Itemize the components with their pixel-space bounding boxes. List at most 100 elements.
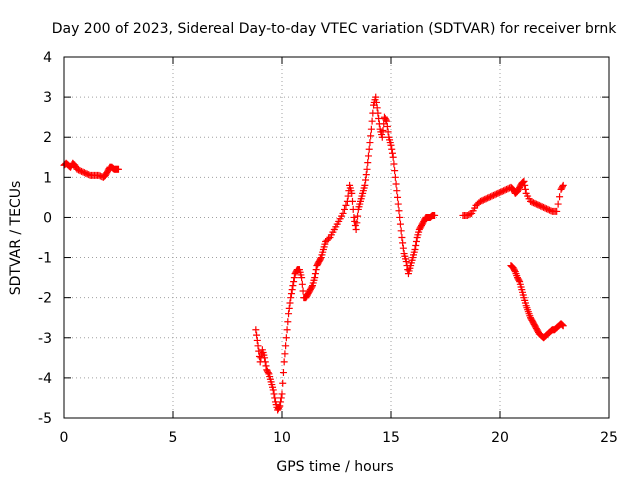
data-point	[277, 398, 285, 406]
x-tick-label: 5	[169, 430, 178, 446]
y-tick-label: 4	[43, 50, 52, 66]
data-point	[253, 336, 261, 344]
y-tick-label: -2	[38, 291, 52, 307]
y-tick-label: -4	[38, 371, 52, 387]
data-point	[412, 238, 420, 246]
data-point	[290, 274, 298, 282]
data-point	[289, 282, 297, 290]
grid	[64, 57, 609, 418]
data-point	[559, 322, 567, 330]
data-point	[115, 165, 122, 173]
data-point	[391, 167, 399, 175]
data-point	[277, 394, 285, 402]
data-point	[388, 149, 396, 157]
data-point	[556, 193, 564, 201]
data-point	[298, 274, 306, 282]
data-point	[364, 152, 372, 160]
data-point	[364, 159, 372, 167]
data-point	[384, 128, 392, 136]
data-point	[342, 201, 350, 209]
y-tick-label: -5	[38, 411, 52, 427]
data-point	[372, 93, 380, 101]
data-point	[383, 123, 391, 131]
data-point	[398, 234, 406, 241]
data-point	[290, 278, 298, 286]
chart-title: Day 200 of 2023, Sidereal Day-to-day VTE…	[52, 21, 617, 37]
data-point	[354, 212, 362, 220]
data-point	[515, 276, 523, 284]
data-point	[520, 177, 528, 185]
data-point	[382, 116, 390, 124]
data-point	[412, 242, 420, 250]
data-point	[340, 205, 348, 213]
data-point	[312, 266, 320, 274]
x-tick-label: 20	[491, 430, 509, 446]
data-point	[352, 225, 360, 233]
y-tick-label: 2	[43, 130, 52, 146]
data-point	[375, 115, 383, 123]
data-point	[325, 235, 333, 243]
data-point	[396, 220, 404, 228]
data-point	[261, 354, 269, 362]
data-point	[558, 320, 566, 328]
data-point	[348, 197, 356, 205]
data-point	[393, 187, 401, 195]
data-point	[511, 266, 519, 274]
data-point	[285, 304, 293, 312]
data-point	[287, 294, 295, 302]
plot-points	[60, 93, 567, 414]
data-point	[353, 219, 361, 227]
data-point	[261, 358, 269, 366]
plot-border	[63, 56, 610, 419]
data-point	[521, 185, 529, 193]
data-point	[396, 213, 404, 221]
data-point	[308, 283, 316, 291]
data-point	[264, 369, 272, 377]
data-point	[378, 133, 386, 141]
data-point	[317, 255, 325, 263]
data-point	[379, 127, 387, 135]
data-point	[253, 331, 261, 339]
y-tick-label: 3	[43, 90, 52, 106]
x-tick-label: 10	[273, 430, 291, 446]
data-point	[299, 287, 307, 295]
data-point	[254, 342, 262, 350]
data-point	[554, 200, 562, 208]
data-point	[288, 286, 296, 294]
data-point	[362, 171, 370, 179]
data-point	[350, 213, 358, 221]
x-axis-ticks: 0 5 10 15 20 25	[60, 430, 618, 446]
data-point	[348, 189, 356, 197]
data-point	[361, 181, 369, 189]
data-point	[286, 299, 294, 307]
data-point	[276, 402, 284, 410]
data-point	[362, 176, 370, 184]
y-axis-title: SDTVAR / TECUs	[8, 181, 24, 296]
data-point	[372, 98, 380, 106]
data-point	[283, 326, 291, 334]
data-point	[298, 280, 306, 288]
x-axis-title: GPS time / hours	[276, 459, 393, 475]
data-point	[367, 125, 375, 133]
data-point	[399, 244, 407, 252]
x-tick-label: 25	[600, 430, 618, 446]
data-point	[383, 117, 391, 125]
data-point	[281, 350, 289, 358]
data-point	[262, 362, 270, 370]
data-point	[311, 274, 319, 282]
data-point	[279, 369, 287, 377]
data-point	[373, 104, 381, 112]
tick-marks	[63, 56, 610, 419]
data-point	[282, 342, 290, 350]
data-point	[279, 379, 287, 387]
data-point	[519, 178, 527, 186]
data-point	[269, 386, 277, 394]
data-point	[395, 207, 403, 215]
data-point	[339, 209, 347, 217]
data-point	[252, 326, 260, 334]
data-point	[411, 246, 419, 254]
y-tick-label: 0	[43, 210, 52, 226]
data-point	[559, 181, 567, 189]
data-point	[285, 310, 293, 318]
data-point	[282, 334, 290, 342]
